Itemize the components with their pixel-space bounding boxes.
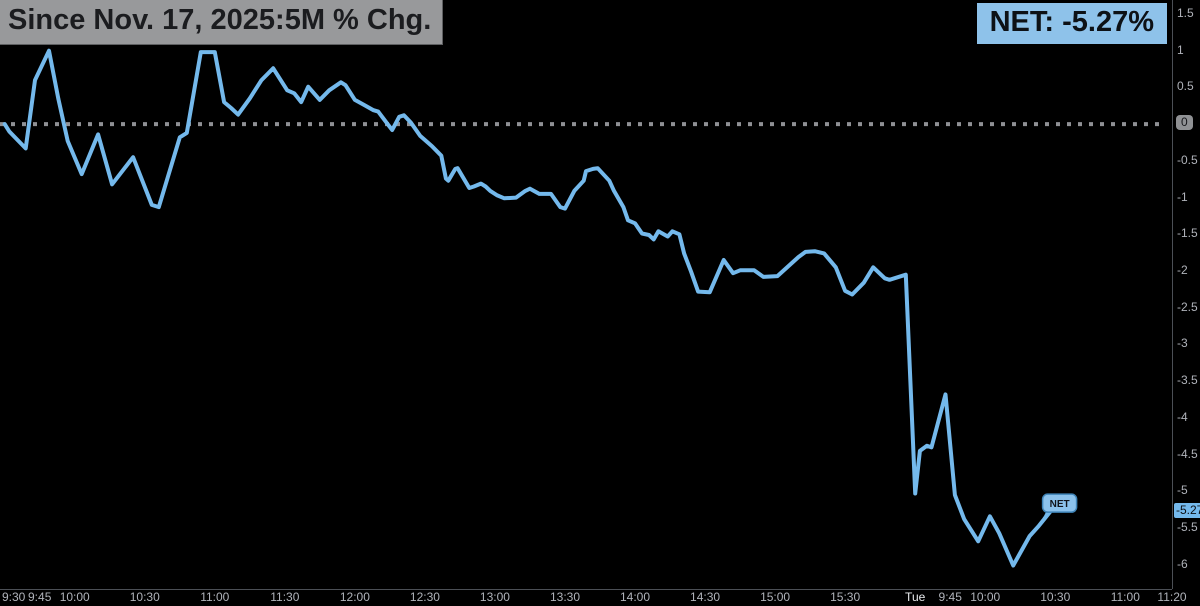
x-axis-tick-label: 9:45 bbox=[938, 590, 962, 604]
x-axis-tick-label: 14:00 bbox=[620, 590, 651, 604]
y-axis-tick-label: -5 bbox=[1177, 483, 1188, 498]
y-axis-tick-label: -0.5 bbox=[1177, 152, 1198, 167]
y-axis[interactable]: 1.5 1 0.5 0 -0.5 -1 -1.5 -2 -2.5 -3 -3.5 -4 -4.5 -5 -5… bbox=[1174, 0, 1200, 589]
y-axis-tick-label: -1 bbox=[1177, 189, 1188, 204]
x-axis-tick-label: 15:30 bbox=[830, 590, 861, 604]
y-axis-tick-label: -3 bbox=[1177, 336, 1188, 351]
x-axis-tick-label: 10:30 bbox=[1040, 590, 1071, 604]
last-value-badge: -5.27 bbox=[1174, 503, 1200, 519]
y-axis-tick-label: -2.5 bbox=[1177, 299, 1198, 314]
chart-title-badge: Since Nov. 17, 2025:5M % Chg. bbox=[0, 0, 444, 46]
x-axis-tick-label: 12:00 bbox=[339, 590, 370, 604]
y-axis-zero-badge: 0 bbox=[1176, 115, 1193, 131]
y-axis-tick-label: 0.5 bbox=[1177, 79, 1194, 94]
y-axis-tick-label: 1.5 bbox=[1177, 5, 1194, 20]
x-axis-tick-label: 11:00 bbox=[200, 590, 230, 604]
x-axis-day-label: Tue bbox=[905, 590, 926, 604]
x-axis-tick-label: 13:30 bbox=[549, 590, 580, 604]
y-axis-tick-label: -6 bbox=[1177, 556, 1188, 571]
x-axis-tick-label: 10:00 bbox=[59, 590, 90, 604]
x-axis-tick-label: 10:00 bbox=[970, 590, 1001, 604]
x-axis-tick-label: 14:30 bbox=[690, 590, 721, 604]
x-axis-tick-label: 10:30 bbox=[129, 590, 160, 604]
y-axis-tick-label: -1.5 bbox=[1177, 226, 1198, 241]
x-axis-tick-label: 15:00 bbox=[760, 590, 791, 604]
series-net-tag bbox=[1041, 493, 1078, 513]
y-axis-tick-label: -2 bbox=[1177, 262, 1188, 277]
y-axis-tick-label: -4.5 bbox=[1177, 446, 1198, 461]
series-net-tag-label: NET bbox=[1050, 499, 1070, 510]
y-axis-tick-label: -4 bbox=[1177, 409, 1188, 424]
y-axis-tick-label: -5.5 bbox=[1177, 520, 1198, 535]
x-axis[interactable]: 9:30 9:45 10:00 10:30 11:00 11:30 12:00 12:30 13… bbox=[0, 589, 1200, 606]
x-axis-tick-label: 9:30 bbox=[2, 590, 26, 604]
x-axis-tick-label: 11:20 bbox=[1157, 590, 1187, 604]
net-change-badge: NET: -5.27% bbox=[976, 3, 1167, 45]
y-axis-tick-label: 1 bbox=[1177, 42, 1184, 57]
x-axis-tick-label: 9:45 bbox=[28, 590, 52, 604]
x-axis-tick-label: 12:30 bbox=[409, 590, 440, 604]
x-axis-tick-label: 11:30 bbox=[270, 590, 300, 604]
x-axis-tick-label: 11:00 bbox=[1110, 590, 1140, 604]
price-line bbox=[2, 48, 1053, 568]
x-axis-tick-label: 13:00 bbox=[479, 590, 510, 604]
y-axis-tick-label: -3.5 bbox=[1177, 373, 1198, 388]
